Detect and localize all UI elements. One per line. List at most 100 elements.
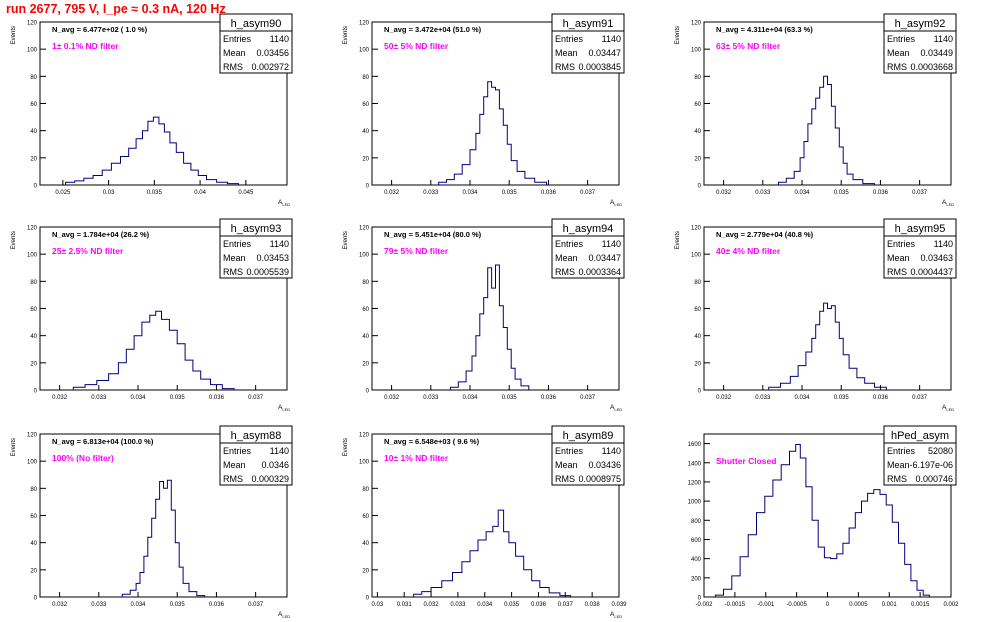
x-tick-label: 0.025 bbox=[55, 190, 71, 196]
stats-value-rms: 0.0003364 bbox=[578, 267, 621, 277]
y-tick-label: 100 bbox=[359, 48, 370, 54]
y-tick-label: 20 bbox=[30, 361, 37, 367]
y-tick-label: 60 bbox=[694, 307, 701, 313]
stats-key-entries: Entries bbox=[555, 34, 584, 44]
stats-value-mean: 0.0346 bbox=[261, 460, 289, 470]
y-tick-label: 100 bbox=[27, 253, 38, 259]
y-tick-label: 120 bbox=[27, 433, 38, 439]
x-tick-label: 0.036 bbox=[873, 190, 889, 196]
y-tick-label: 20 bbox=[694, 156, 701, 162]
y-tick-label: 120 bbox=[691, 226, 702, 232]
y-axis-label: Events bbox=[675, 26, 681, 44]
histogram-panel-h_asym92: 0 20 40 60 80 100 120 0.032 0.033 0.034 0.035 0.036… bbox=[675, 13, 957, 207]
filter-note: 63± 5% ND filter bbox=[716, 41, 781, 51]
filter-note: 100% (No filter) bbox=[52, 453, 114, 463]
x-tick-label: 0.035 bbox=[170, 602, 186, 608]
x-tick-label: 0.032 bbox=[52, 602, 68, 608]
x-tick-label: 0.032 bbox=[384, 190, 400, 196]
y-tick-label: 40 bbox=[694, 334, 701, 340]
filter-note: 10± 1% ND filter bbox=[384, 453, 449, 463]
y-tick-label: 60 bbox=[362, 514, 369, 520]
x-tick-label: 0.032 bbox=[716, 395, 732, 401]
y-tick-label: 40 bbox=[30, 334, 37, 340]
stats-key-rms: RMS bbox=[887, 474, 907, 484]
y-tick-label: 800 bbox=[691, 519, 702, 525]
y-tick-label: 60 bbox=[694, 102, 701, 108]
x-tick-label: 0.032 bbox=[384, 395, 400, 401]
y-tick-label: 80 bbox=[694, 280, 701, 286]
x-tick-label: 0.032 bbox=[52, 395, 68, 401]
stats-value-rms: 0.000329 bbox=[251, 474, 289, 484]
histogram-series bbox=[413, 509, 572, 597]
y-tick-label: 0 bbox=[34, 389, 38, 395]
y-tick-label: 60 bbox=[30, 102, 37, 108]
stats-key-entries: Entries bbox=[887, 239, 916, 249]
histogram-series bbox=[65, 116, 239, 185]
x-tick-label: 0.036 bbox=[531, 602, 547, 608]
stats-key-entries: Entries bbox=[887, 34, 916, 44]
x-tick-label: 0.035 bbox=[502, 190, 518, 196]
x-tick-label: 0.036 bbox=[541, 395, 557, 401]
histogram-panel-h_asym88: 0 20 40 60 80 100 120 0.032 0.033 0.034 0.035 0.036… bbox=[11, 425, 293, 619]
stats-key-entries: Entries bbox=[555, 239, 584, 249]
y-tick-label: 100 bbox=[359, 460, 370, 466]
x-axis-label: ALED bbox=[610, 199, 622, 207]
y-tick-label: 0 bbox=[698, 184, 702, 190]
x-tick-label: 0.033 bbox=[423, 190, 439, 196]
y-tick-label: 20 bbox=[362, 361, 369, 367]
filter-note: Shutter Closed bbox=[716, 456, 776, 466]
x-tick-label: -0.0015 bbox=[725, 602, 746, 608]
stats-key-mean: Mean bbox=[555, 48, 578, 58]
histogram-series bbox=[768, 302, 887, 390]
stats-box bbox=[219, 425, 293, 486]
x-axis-label: ALED bbox=[610, 404, 622, 412]
x-tick-label: -0.001 bbox=[757, 602, 775, 608]
y-tick-label: 1200 bbox=[688, 480, 702, 486]
stats-box bbox=[219, 218, 293, 279]
x-tick-label: 0.037 bbox=[580, 395, 596, 401]
stats-box bbox=[883, 425, 957, 486]
x-tick-label: 0.034 bbox=[463, 190, 479, 196]
stats-value-entries: 1140 bbox=[270, 446, 289, 456]
histogram-name: h_asym89 bbox=[563, 430, 614, 442]
x-tick-label: 0.034 bbox=[463, 395, 479, 401]
x-tick-label: 0 bbox=[826, 602, 830, 608]
stats-value-entries: 1140 bbox=[270, 239, 289, 249]
x-tick-label: 0.045 bbox=[238, 190, 254, 196]
x-tick-label: 0.034 bbox=[477, 602, 493, 608]
x-tick-label: 0.03 bbox=[103, 190, 115, 196]
navg-label: N_avg = 6.477e+02 ( 1.0 %) bbox=[52, 25, 148, 34]
y-tick-label: 60 bbox=[362, 307, 369, 313]
y-tick-label: 20 bbox=[30, 156, 37, 162]
stats-value-entries: 1140 bbox=[934, 239, 953, 249]
x-tick-label: 0.036 bbox=[541, 190, 557, 196]
y-tick-label: 40 bbox=[362, 129, 369, 135]
stats-value-rms: 0.0008975 bbox=[578, 474, 621, 484]
navg-label: N_avg = 3.472e+04 (51.0 %) bbox=[384, 25, 482, 34]
histogram-panel-h_asym89: 0 20 40 60 80 100 120 0.03 0.031 0.032 0.033 0.034 0… bbox=[343, 425, 627, 619]
x-tick-label: 0.039 bbox=[611, 602, 627, 608]
histogram-name: h_asym95 bbox=[895, 223, 946, 235]
stats-box bbox=[219, 13, 293, 74]
y-tick-label: 60 bbox=[362, 102, 369, 108]
y-axis-label: Events bbox=[675, 231, 681, 249]
y-tick-label: 100 bbox=[359, 253, 370, 259]
x-tick-label: 0.034 bbox=[795, 190, 811, 196]
y-tick-label: 600 bbox=[691, 538, 702, 544]
y-tick-label: 120 bbox=[691, 21, 702, 27]
y-axis-label: Events bbox=[11, 438, 17, 456]
x-tick-label: 0.034 bbox=[131, 395, 147, 401]
stats-key-mean: Mean bbox=[223, 253, 246, 263]
y-tick-label: 200 bbox=[691, 576, 702, 582]
x-axis-label: ALED bbox=[278, 611, 290, 619]
stats-key-entries: Entries bbox=[555, 446, 584, 456]
filter-note: 40± 4% ND filter bbox=[716, 246, 781, 256]
y-tick-label: 120 bbox=[27, 226, 38, 232]
stats-key-entries: Entries bbox=[223, 239, 252, 249]
y-tick-label: 0 bbox=[34, 596, 38, 602]
y-axis-label: Events bbox=[343, 438, 349, 456]
stats-key-rms: RMS bbox=[555, 474, 575, 484]
histogram-panel-h_asym93: 0 20 40 60 80 100 120 0.032 0.033 0.034 0.035 0.036… bbox=[11, 218, 293, 412]
y-tick-label: 1600 bbox=[688, 442, 702, 448]
stats-value-mean: -6.197e-06 bbox=[909, 460, 953, 470]
